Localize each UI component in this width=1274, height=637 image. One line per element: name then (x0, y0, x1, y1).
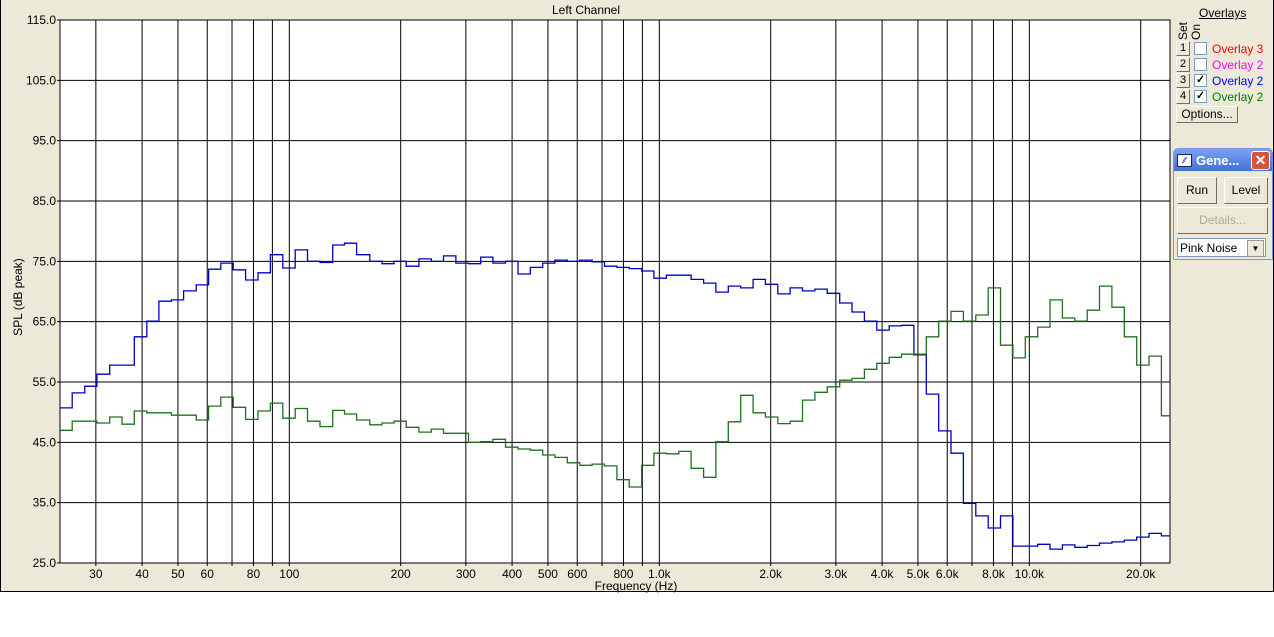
overlay-label: Overlay 2 (1212, 73, 1264, 88)
y-tick-label: 55.0 (33, 375, 57, 389)
generator-window: ⁄⁄ Gene... ✕ Run Level Details... Pink N… (1173, 148, 1273, 260)
x-tick-label: 600 (567, 567, 587, 581)
options-button[interactable]: Options... (1176, 106, 1238, 123)
set-column-label: Set (1176, 21, 1190, 40)
x-tick-label: 800 (613, 567, 633, 581)
x-tick-label: 500 (538, 567, 558, 581)
x-tick-label: 300 (456, 567, 476, 581)
x-tick-label: 20.0k (1126, 567, 1156, 581)
set-button[interactable]: 1 (1176, 41, 1190, 56)
x-tick-label: 200 (391, 567, 411, 581)
x-tick-label: 100 (279, 567, 299, 581)
generator-title: Gene... (1196, 152, 1240, 168)
x-tick-label: 30 (89, 567, 103, 581)
level-button[interactable]: Level (1224, 177, 1268, 204)
overlay-checkbox[interactable] (1194, 42, 1207, 55)
y-tick-label: 85.0 (33, 194, 57, 208)
x-tick-label: 3.0k (825, 567, 849, 581)
waveform-icon: ⁄⁄ (1177, 153, 1192, 167)
chevron-down-icon[interactable]: ▼ (1247, 240, 1264, 257)
overlays-heading: Overlays (1199, 6, 1247, 20)
overlay-checkbox[interactable] (1194, 58, 1207, 71)
details-button[interactable]: Details... (1177, 207, 1268, 234)
x-tick-label: 6.0k (936, 567, 960, 581)
y-tick-label: 95.0 (33, 134, 57, 148)
overlay-checkbox[interactable]: ✓ (1194, 74, 1207, 87)
generator-title-bar[interactable]: ⁄⁄ Gene... ✕ (1174, 149, 1272, 171)
y-tick-label: 115.0 (27, 13, 56, 27)
x-tick-label: 8.0k (982, 567, 1006, 581)
y-tick-label: 35.0 (33, 496, 57, 510)
close-icon[interactable]: ✕ (1251, 150, 1270, 170)
signal-select[interactable]: Pink Noise ▼ (1177, 238, 1266, 257)
y-tick-label: 25.0 (33, 556, 57, 570)
frequency-response-chart[interactable]: 25.0 35.0 45.0 55.0 65.0 75.0 85.0 95.0 105.0 115… (1, 0, 1171, 591)
y-tick-label: 75.0 (33, 254, 57, 268)
y-tick-label: 45.0 (33, 435, 57, 449)
overlay-label: Overlay 2 (1212, 57, 1264, 72)
run-button[interactable]: Run (1177, 177, 1217, 204)
set-button[interactable]: 3 (1176, 73, 1190, 88)
y-tick-label: 65.0 (33, 315, 57, 329)
y-axis-label: SPL (dB peak) (11, 258, 25, 336)
overlay-row: 2 Overlay 2 (1176, 57, 1263, 72)
series-line-2 (60, 285, 1170, 488)
overlay-row: 1 Overlay 3 (1176, 41, 1263, 56)
overlay-row: 4 ✓ Overlay 2 (1176, 89, 1263, 104)
plot-area (59, 19, 1171, 564)
overlay-checkbox[interactable]: ✓ (1194, 90, 1207, 103)
set-button[interactable]: 4 (1176, 89, 1190, 104)
overlay-row: 3 ✓ Overlay 2 (1176, 73, 1263, 88)
signal-select-value: Pink Noise (1180, 241, 1238, 255)
x-tick-label: 10.0k (1015, 567, 1045, 581)
chart-title: Left Channel (551, 3, 621, 17)
x-tick-label: 80 (247, 567, 261, 581)
set-button[interactable]: 2 (1176, 57, 1190, 72)
x-tick-label: 50 (171, 567, 185, 581)
overlay-label: Overlay 2 (1212, 89, 1264, 104)
x-tick-label: 5.0k (907, 567, 931, 581)
x-axis-label: Frequency (Hz) (594, 579, 678, 593)
x-tick-label: 1.0k (648, 567, 672, 581)
overlay-label: Overlay 3 (1212, 41, 1264, 56)
analyzer-window: Left Channel 25.0 35.0 45.0 55.0 65.0 75.0 85.… (0, 0, 1274, 593)
x-tick-label: 40 (135, 567, 149, 581)
y-tick-label: 105.0 (26, 73, 56, 87)
overlays-panel: Overlays Set On 1 Overlay 3 2 Overlay 2 3 ✓ Ov… (1171, 0, 1274, 591)
x-tick-label: 4.0k (871, 567, 895, 581)
x-tick-label: 2.0k (759, 567, 783, 581)
series-line-1 (60, 242, 1170, 550)
on-column-label: On (1189, 23, 1203, 40)
x-tick-label: 400 (502, 567, 522, 581)
x-tick-label: 60 (201, 567, 215, 581)
